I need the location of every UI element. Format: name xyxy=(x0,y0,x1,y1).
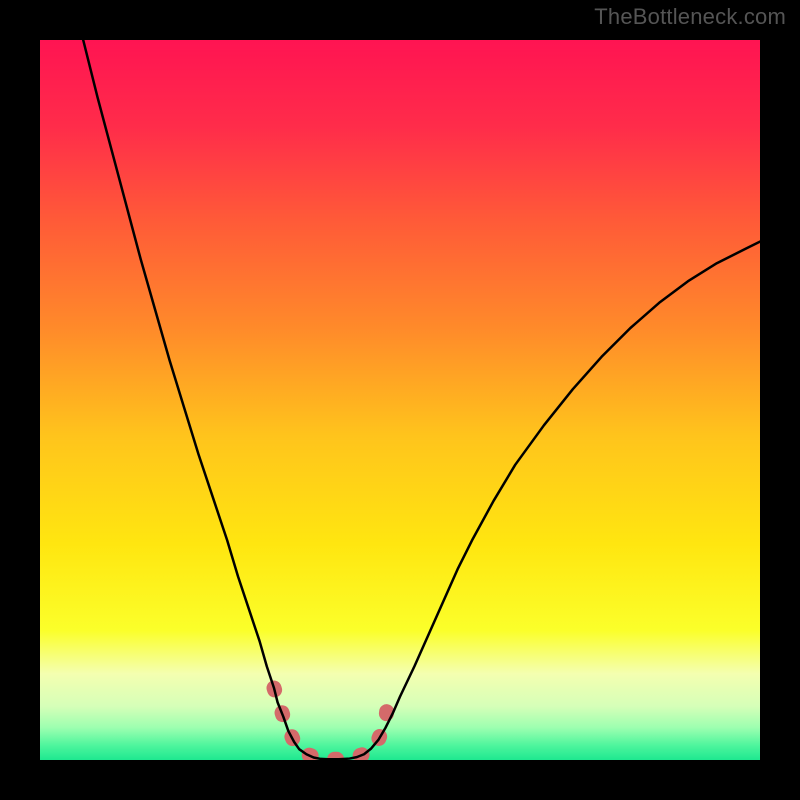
chart-container: TheBottleneck.com xyxy=(0,0,800,800)
bottleneck-curve-chart xyxy=(0,0,800,800)
chart-plot-area xyxy=(40,40,760,760)
watermark-text: TheBottleneck.com xyxy=(594,4,786,30)
